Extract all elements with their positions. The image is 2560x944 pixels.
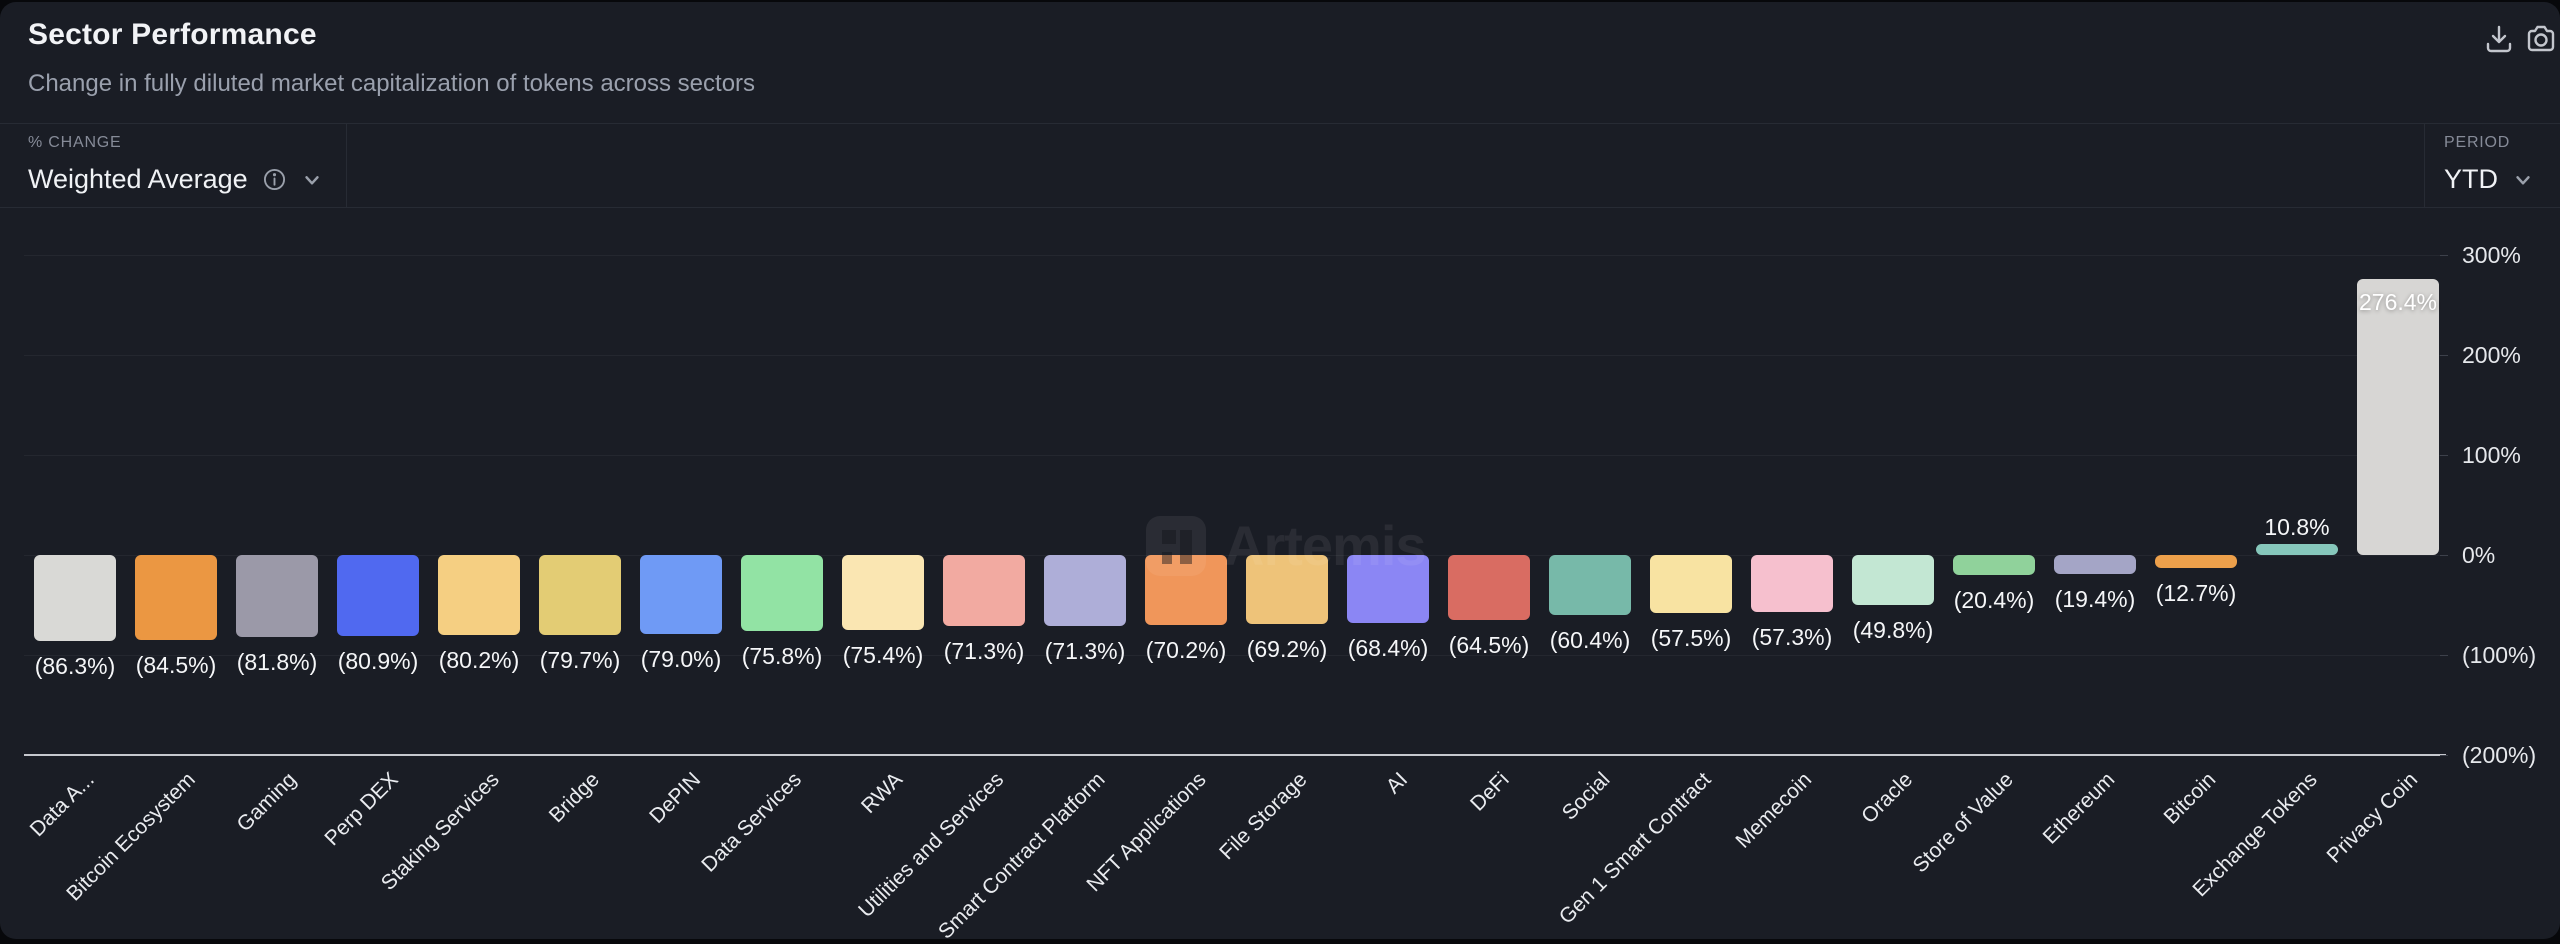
bar-data-a[interactable] [34, 555, 116, 641]
x-axis-label: Ethereum [2039, 768, 2120, 849]
x-axis-label: File Storage [1215, 768, 1312, 865]
x-axis-label: AI [1382, 768, 1413, 799]
bar-bridge[interactable] [539, 555, 621, 635]
bar-rwa[interactable] [842, 555, 924, 630]
x-axis-label: Oracle [1857, 768, 1918, 829]
x-axis-label: Data A... [26, 768, 100, 842]
x-axis-label: DeFi [1466, 768, 1514, 816]
bar-value-label: 276.4% [2318, 289, 2478, 316]
bar-ai[interactable] [1347, 555, 1429, 623]
bar-nft-applications[interactable] [1145, 555, 1227, 625]
bar-social[interactable] [1549, 555, 1631, 615]
x-axis-label: Gaming [233, 768, 302, 837]
gridline [24, 455, 2446, 456]
y-axis-tick [2440, 255, 2448, 256]
x-axis-label: Smart Contract Platform [934, 768, 1110, 944]
bar-bitcoin-ecosystem[interactable] [135, 555, 217, 640]
y-axis-label: 0% [2462, 542, 2558, 568]
bar-exchange-tokens[interactable] [2256, 544, 2338, 555]
bar-bitcoin[interactable] [2155, 555, 2237, 568]
gridline [24, 255, 2446, 256]
x-axis-label: Store of Value [1909, 768, 2019, 878]
y-axis-label: 200% [2462, 342, 2558, 368]
bar-depin[interactable] [640, 555, 722, 634]
y-axis-label: (100%) [2462, 642, 2558, 668]
x-axis-label: DePIN [645, 768, 706, 829]
bar-ethereum[interactable] [2054, 555, 2136, 574]
bar-gen-1-smart-contract[interactable] [1650, 555, 1732, 613]
y-axis-tick [2440, 355, 2448, 356]
bar-value-label: (49.8%) [1813, 617, 1973, 644]
x-axis-label: Data Services [698, 768, 807, 877]
bar-memecoin[interactable] [1751, 555, 1833, 612]
y-axis-tick [2440, 555, 2448, 556]
x-axis-label: Social [1558, 768, 1615, 825]
x-axis-label: Perp DEX [320, 768, 403, 851]
bar-gaming[interactable] [236, 555, 318, 637]
bar-value-label: (12.7%) [2116, 580, 2276, 607]
bar-smart-contract-platform[interactable] [1044, 555, 1126, 626]
y-axis-tick [2440, 755, 2448, 756]
bar-utilities-and-services[interactable] [943, 555, 1025, 626]
x-axis-label: Bridge [545, 768, 605, 828]
y-axis-label: (200%) [2462, 742, 2558, 768]
x-axis-line [24, 754, 2446, 756]
bar-defi[interactable] [1448, 555, 1530, 620]
bar-staking-services[interactable] [438, 555, 520, 635]
x-axis-label: Privacy Coin [2323, 768, 2423, 868]
x-axis-label: Bitcoin [2159, 768, 2221, 830]
bar-data-services[interactable] [741, 555, 823, 631]
bar-perp-dex[interactable] [337, 555, 419, 636]
y-axis-label: 300% [2462, 242, 2558, 268]
y-axis-tick [2440, 455, 2448, 456]
y-axis-tick [2440, 655, 2448, 656]
gridline [24, 355, 2446, 356]
x-axis-label: Memecoin [1731, 768, 1816, 853]
bar-value-label: 10.8% [2217, 514, 2377, 541]
bar-file-storage[interactable] [1246, 555, 1328, 624]
x-axis-label: RWA [857, 768, 908, 819]
y-axis-label: 100% [2462, 442, 2558, 468]
bar-store-of-value[interactable] [1953, 555, 2035, 575]
